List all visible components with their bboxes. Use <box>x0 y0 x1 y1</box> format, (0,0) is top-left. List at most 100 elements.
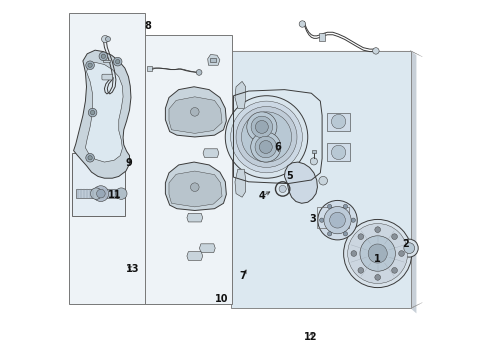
Bar <box>69 13 145 304</box>
Bar <box>327 143 350 161</box>
Circle shape <box>91 111 95 115</box>
Circle shape <box>358 267 364 273</box>
Text: 11: 11 <box>108 190 122 200</box>
Circle shape <box>343 232 347 236</box>
Circle shape <box>255 121 269 134</box>
Text: 12: 12 <box>303 332 317 342</box>
Bar <box>318 33 325 41</box>
Text: 3: 3 <box>310 215 317 224</box>
Circle shape <box>319 176 327 185</box>
Polygon shape <box>166 162 226 211</box>
Circle shape <box>392 234 397 239</box>
Circle shape <box>101 54 105 58</box>
Bar <box>72 153 125 216</box>
Bar <box>210 58 216 62</box>
Polygon shape <box>199 244 215 252</box>
Text: 1: 1 <box>373 254 380 264</box>
Text: 6: 6 <box>274 142 281 152</box>
Circle shape <box>351 251 357 256</box>
Polygon shape <box>74 50 131 178</box>
Circle shape <box>242 112 292 162</box>
Circle shape <box>324 207 351 234</box>
Text: 13: 13 <box>125 264 139 274</box>
Polygon shape <box>235 169 245 197</box>
Circle shape <box>88 108 97 117</box>
Circle shape <box>299 21 306 27</box>
Bar <box>76 189 96 198</box>
Circle shape <box>327 232 332 236</box>
Circle shape <box>88 156 92 160</box>
Circle shape <box>93 186 109 202</box>
Circle shape <box>86 153 95 162</box>
Circle shape <box>368 244 387 263</box>
Circle shape <box>251 116 272 138</box>
Circle shape <box>375 274 381 280</box>
Bar <box>317 207 349 228</box>
Circle shape <box>191 108 199 116</box>
Polygon shape <box>187 213 203 222</box>
Bar <box>312 150 316 153</box>
Circle shape <box>279 185 286 193</box>
Circle shape <box>247 112 277 142</box>
Circle shape <box>255 136 276 158</box>
Polygon shape <box>208 54 220 65</box>
Circle shape <box>91 188 102 199</box>
Circle shape <box>191 183 199 192</box>
Circle shape <box>373 48 379 54</box>
Polygon shape <box>285 162 318 203</box>
Bar <box>144 35 232 304</box>
Circle shape <box>86 61 95 69</box>
Circle shape <box>319 218 324 222</box>
Circle shape <box>348 224 408 283</box>
Circle shape <box>99 52 108 60</box>
Circle shape <box>404 243 415 253</box>
Circle shape <box>331 145 346 159</box>
Circle shape <box>327 204 332 209</box>
Polygon shape <box>187 252 203 260</box>
Circle shape <box>310 158 318 165</box>
Text: 2: 2 <box>402 239 409 249</box>
Polygon shape <box>235 81 245 108</box>
Circle shape <box>343 220 412 288</box>
Polygon shape <box>203 149 219 157</box>
Circle shape <box>251 132 281 162</box>
Circle shape <box>330 212 345 228</box>
Circle shape <box>236 107 297 167</box>
Circle shape <box>358 234 364 239</box>
Polygon shape <box>85 62 123 162</box>
Circle shape <box>116 188 127 199</box>
Bar <box>231 51 411 309</box>
Circle shape <box>88 63 92 67</box>
Circle shape <box>318 201 357 240</box>
Polygon shape <box>169 171 222 207</box>
Circle shape <box>116 59 120 64</box>
Circle shape <box>259 140 272 153</box>
Circle shape <box>231 101 302 173</box>
Circle shape <box>331 114 346 129</box>
Circle shape <box>97 189 105 198</box>
Circle shape <box>392 267 397 273</box>
Polygon shape <box>231 51 416 314</box>
Circle shape <box>351 218 355 222</box>
FancyBboxPatch shape <box>102 74 113 80</box>
Text: 10: 10 <box>215 294 228 304</box>
Bar <box>101 189 122 198</box>
Circle shape <box>196 69 202 75</box>
Circle shape <box>225 96 308 178</box>
Polygon shape <box>169 97 222 134</box>
Circle shape <box>343 204 347 209</box>
Polygon shape <box>166 87 226 137</box>
Text: 9: 9 <box>125 158 132 168</box>
Bar <box>327 113 350 131</box>
Bar <box>102 59 110 62</box>
Text: 5: 5 <box>287 171 293 181</box>
Circle shape <box>399 251 404 256</box>
Circle shape <box>400 239 418 257</box>
Circle shape <box>105 37 111 41</box>
Circle shape <box>113 57 122 66</box>
Text: 7: 7 <box>240 271 246 281</box>
Circle shape <box>101 36 109 42</box>
Bar <box>147 66 152 71</box>
Text: 8: 8 <box>145 21 151 31</box>
Text: 4: 4 <box>259 191 266 201</box>
